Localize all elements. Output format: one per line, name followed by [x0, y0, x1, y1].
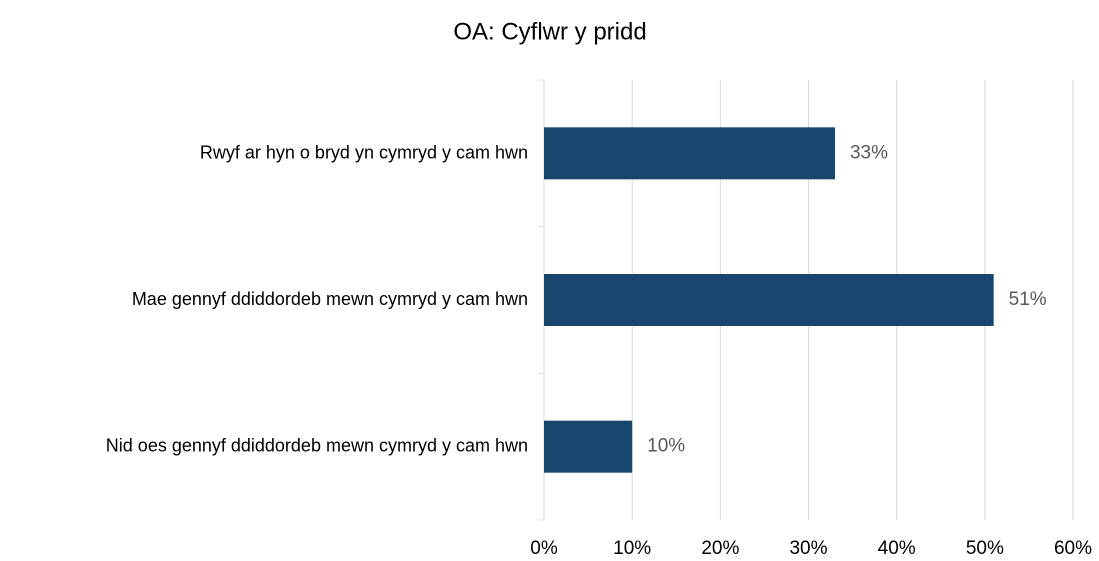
x-tick-label: 40%	[878, 538, 916, 559]
bar	[544, 274, 994, 326]
bar	[544, 420, 633, 473]
x-tick-label: 50%	[966, 538, 1004, 559]
x-tick-label: 0%	[530, 538, 558, 559]
x-tick-label: 60%	[1054, 538, 1092, 559]
x-tick-label: 10%	[613, 538, 651, 559]
bar	[544, 127, 835, 180]
value-label: 33%	[850, 142, 888, 163]
x-tick-label: 20%	[701, 538, 739, 559]
y-tick-label: Mae gennyf ddiddordeb mewn cymryd y cam …	[132, 289, 528, 309]
y-tick-label: Nid oes gennyf ddiddordeb mewn cymryd y …	[106, 435, 528, 455]
chart-title: OA: Cyflwr y pridd	[453, 18, 646, 45]
y-tick-label: Rwyf ar hyn o bryd yn cymryd y cam hwn	[200, 142, 528, 162]
value-label: 51%	[1009, 289, 1047, 310]
value-label: 10%	[647, 436, 685, 457]
x-tick-label: 30%	[789, 538, 827, 559]
